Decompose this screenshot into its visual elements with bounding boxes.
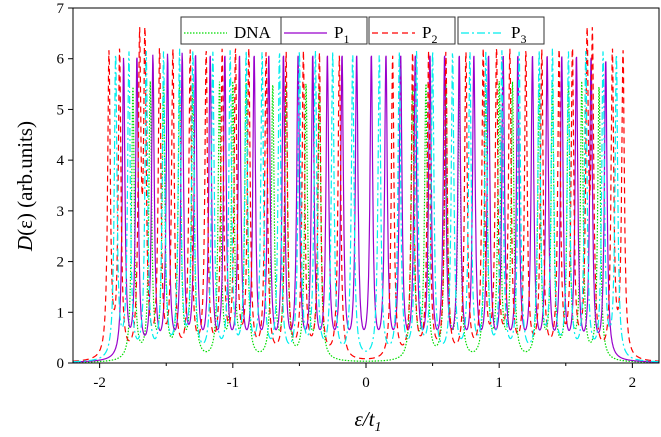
legend-label: P3	[511, 23, 526, 46]
series-line-p3	[73, 48, 659, 363]
y-tick-label: 7	[57, 1, 65, 17]
x-tick-label: 0	[362, 375, 370, 391]
x-axis-label: ε/t1	[355, 407, 382, 435]
series-line-dna	[73, 80, 659, 363]
legend-item-p3: P3	[457, 16, 545, 46]
series-line-p2	[73, 26, 659, 362]
x-tick-label: 2	[629, 375, 637, 391]
x-tick-label: -1	[227, 375, 240, 391]
y-tick-label: 4	[57, 153, 65, 169]
x-tick-label: -2	[93, 375, 106, 391]
y-tick-label: 6	[57, 52, 65, 68]
legend-item-p2: P2	[368, 16, 456, 46]
legend-box	[280, 16, 368, 45]
legend-box	[457, 16, 545, 45]
legend-item-p1: P1	[280, 16, 368, 46]
series-line-p1	[73, 52, 659, 363]
legend-label: P1	[334, 23, 349, 46]
y-tick-label: 3	[57, 204, 65, 220]
y-tick-label: 0	[57, 356, 65, 372]
legend-item-dna: DNA	[180, 16, 289, 45]
legend-label: DNA	[234, 23, 272, 42]
legend-box	[180, 16, 289, 45]
y-tick-label: 2	[57, 255, 65, 271]
y-tick-label: 1	[57, 305, 65, 321]
legend-label: P2	[422, 23, 437, 46]
legend-box	[368, 16, 456, 45]
y-tick-label: 5	[57, 102, 65, 118]
axes: -2 -1 0 1 2 0 1 2 3 4 5 6 7	[57, 1, 637, 391]
series-curves	[73, 26, 659, 363]
y-axis-label: D(ε) (arb.units)	[13, 121, 37, 252]
x-tick-label: 1	[495, 375, 503, 391]
legend: DNA P1 P2 P3	[180, 16, 545, 46]
